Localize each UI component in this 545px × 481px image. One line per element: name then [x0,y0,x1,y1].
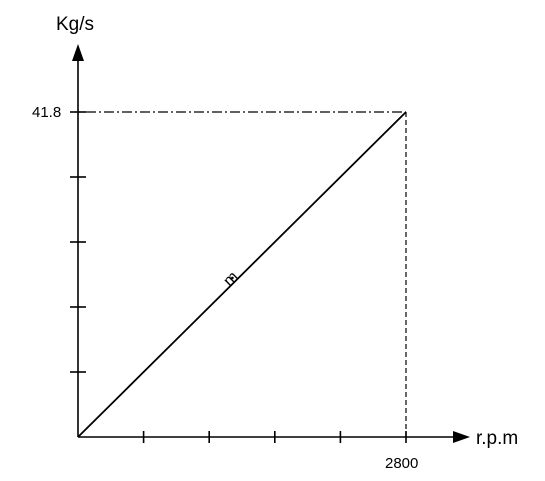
mass-flow-dot-marker [231,276,234,280]
y-tick-label-max: 41.8 [32,104,61,121]
x-axis-arrowhead [453,431,470,443]
y-axis-unit-label: Kg/s [56,14,94,35]
y-axis-arrowhead [72,44,84,61]
x-axis-unit-label: r.p.m [476,428,518,449]
axes [72,44,470,443]
ticks [70,111,407,443]
guide-lines [86,111,407,437]
series-group [77,111,407,438]
mass-flow-annotation: m [220,268,241,289]
x-tick-label-max: 2800 [385,455,418,472]
mass-flow-line [77,111,407,438]
